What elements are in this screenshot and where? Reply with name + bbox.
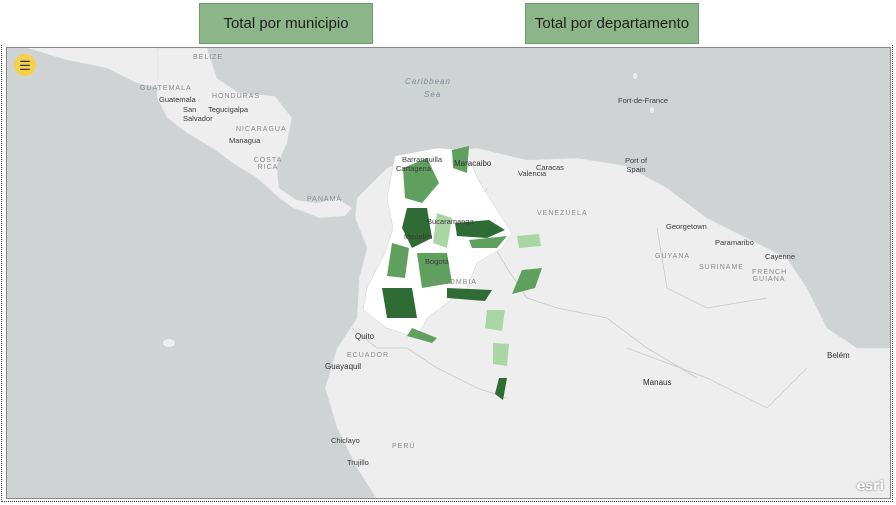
city-trujillo: Trujillo: [347, 458, 369, 467]
tab-total-municipio[interactable]: Total por municipio: [199, 3, 373, 44]
city-fort-de-france: Fort-de-France: [618, 96, 669, 105]
country-label-ecuador: ECUADOR: [347, 352, 390, 359]
map-view[interactable]: ☰ Caribbean Sea BELIZE GUATEMALA HONDURA…: [6, 47, 891, 499]
menu-button[interactable]: ☰: [14, 54, 36, 76]
colombia-choropleth[interactable]: [362, 146, 542, 400]
country-label-colombia: COLOMBIA: [432, 279, 477, 286]
country-label-french-guiana: FRENCH GUIANA: [752, 269, 788, 283]
country-label-costa-rica: COSTA RICA: [253, 157, 283, 171]
hamburger-icon: ☰: [19, 57, 31, 73]
city-quito: Quito: [355, 332, 375, 341]
city-caracas: Caracas: [536, 163, 564, 172]
country-label-venezuela: VENEZUELA: [537, 210, 588, 217]
city-bucaramanga: Bucaramanga: [427, 217, 474, 226]
city-guatemala: Guatemala: [159, 95, 196, 104]
city-cartagena: Cartagena: [396, 164, 432, 173]
city-maracaibo: Maracaibo: [454, 159, 492, 168]
country-label-honduras: HONDURAS: [212, 93, 261, 100]
city-bogota: Bogotá: [425, 257, 449, 266]
sea-label-2: Sea: [424, 90, 442, 99]
city-tegucigalpa: Tegucigalpa: [208, 105, 249, 114]
country-label-guyana: GUYANA: [655, 253, 691, 260]
city-belem: Belém: [827, 351, 850, 360]
city-valencia: Valencia: [518, 169, 547, 178]
city-guayaquil: Guayaquil: [325, 362, 362, 371]
tab-total-departamento[interactable]: Total por departamento: [525, 3, 699, 44]
country-label-panama: PANAMÁ: [307, 196, 343, 203]
country-label-suriname: SURINAME: [699, 264, 744, 271]
city-port-of-spain: Port of Spain: [624, 156, 648, 174]
sea-label-1: Caribbean: [405, 77, 451, 86]
basemap: [7, 48, 890, 498]
city-georgetown: Georgetown: [666, 222, 707, 231]
esri-logo: esri: [856, 479, 884, 494]
country-label-nicaragua: NICARAGUA: [236, 126, 287, 133]
city-barranquilla: Barranquilla: [402, 155, 443, 164]
city-chiclayo: Chiclayo: [331, 436, 360, 445]
header-bar: Total por municipio Total por departamen…: [0, 0, 896, 45]
city-paramaribo: Paramaribo: [715, 238, 754, 247]
country-label-guatemala: GUATEMALA: [140, 85, 192, 92]
city-manaus: Manaus: [643, 378, 672, 387]
country-label-peru: PERÚ: [392, 443, 416, 450]
country-label-belize: BELIZE: [193, 54, 224, 61]
city-san-salvador: San Salvador: [183, 105, 213, 123]
city-cayenne: Cayenne: [765, 252, 796, 261]
city-managua: Managua: [229, 136, 261, 145]
city-medellin: Medellín: [404, 232, 433, 241]
